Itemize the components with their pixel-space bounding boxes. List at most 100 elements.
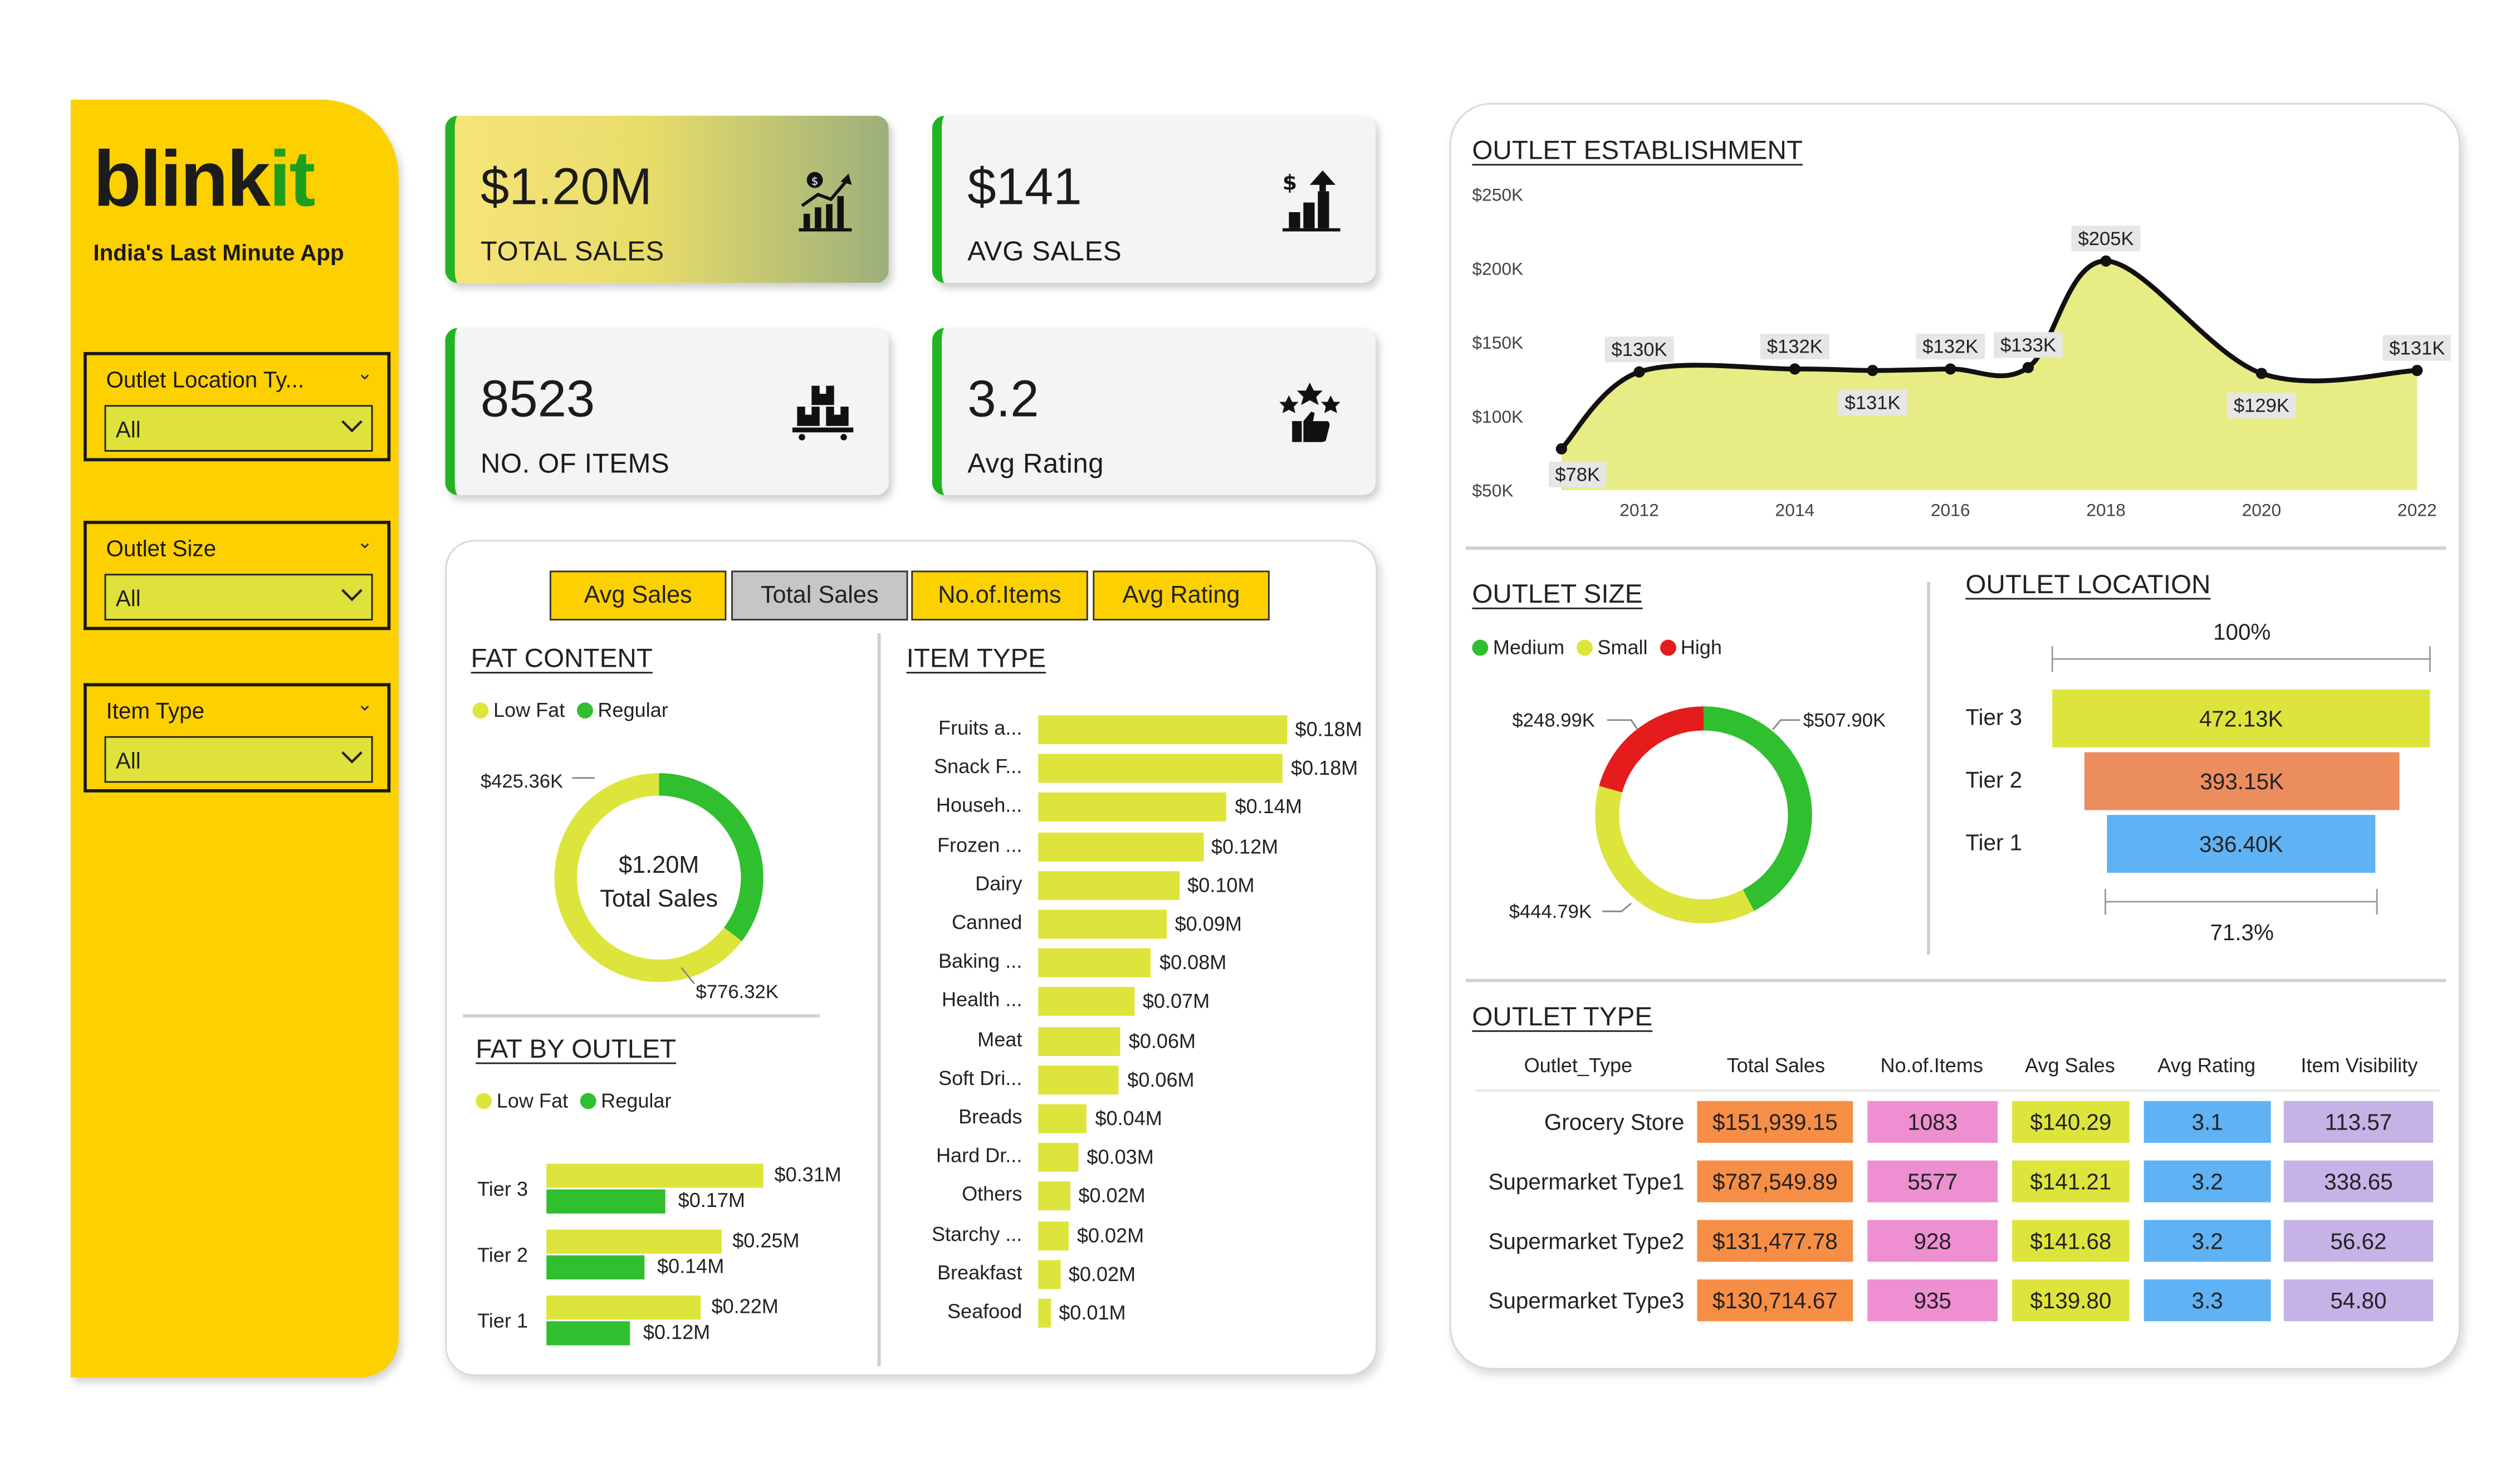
data-label-bg xyxy=(2227,393,2296,419)
funnel-bracket-top xyxy=(2051,646,2431,672)
item-type-bar xyxy=(1038,715,1288,745)
kpi-value: 8523 xyxy=(480,369,595,428)
cell-items: 5577 xyxy=(1867,1160,1998,1203)
label-medium: $507.90K xyxy=(1803,708,1886,732)
item-type-label: Dairy xyxy=(975,872,1022,895)
cell-total-sales: $130,714.67 xyxy=(1697,1279,1853,1322)
tab-avg-rating[interactable]: Avg Rating xyxy=(1093,570,1270,620)
filter-value: All xyxy=(115,747,141,774)
bar-value: $0.02M xyxy=(1078,1185,1146,1208)
cell-avg-sales: $139.80 xyxy=(2012,1279,2130,1322)
data-label-bg xyxy=(1838,389,1907,416)
bar-value: $0.17M xyxy=(678,1189,745,1212)
chevron-down-icon[interactable]: ⌄ xyxy=(356,530,373,553)
kpi-label: AVG SALES xyxy=(967,236,1122,267)
label-regular: $425.36K xyxy=(480,770,564,793)
table-header: Outlet_Type Total Sales No.of.Items Avg … xyxy=(1475,1042,2439,1093)
tier-label: Tier 3 xyxy=(477,1178,528,1201)
donut-slice-regular xyxy=(554,773,764,983)
filter-item-type[interactable]: Item Type ⌄ All xyxy=(84,683,391,793)
cell-items: 928 xyxy=(1867,1220,1998,1262)
item-type-bar xyxy=(1038,1065,1119,1094)
item-type-bar xyxy=(1038,1182,1070,1211)
bar-value: $0.12M xyxy=(1211,835,1279,858)
data-label-bg xyxy=(1548,461,1607,488)
series-line xyxy=(1559,258,2418,451)
column-header: Item Visibility xyxy=(2301,1054,2418,1077)
cell-avg-rating: 3.3 xyxy=(2144,1279,2271,1322)
bar-regular xyxy=(546,1321,630,1346)
item-type-bar xyxy=(1038,1143,1079,1172)
donut-center-value: $1.20M xyxy=(618,852,699,879)
blinkit-logo: blinkit xyxy=(93,136,315,224)
cell-avg-sales: $141.68 xyxy=(2012,1220,2130,1262)
data-label-bg xyxy=(1604,336,1674,363)
data-point xyxy=(2100,255,2112,267)
funnel-tier-label: Tier 2 xyxy=(1965,766,2023,793)
item-type-label: Fruits a... xyxy=(938,717,1022,740)
filter-dropdown[interactable]: All xyxy=(104,736,373,783)
item-type-label: Others xyxy=(962,1184,1022,1206)
bar-value: $0.02M xyxy=(1076,1224,1144,1247)
chevron-down-icon xyxy=(341,589,363,602)
filter-dropdown[interactable]: All xyxy=(104,574,373,620)
data-label: $131K xyxy=(2389,338,2445,359)
row-outlet-type: Supermarket Type2 xyxy=(1488,1228,1685,1254)
x-tick-label: 2012 xyxy=(1619,500,1659,520)
filter-outlet-location[interactable]: Outlet Location Ty... ⌄ All xyxy=(84,351,391,462)
kpi-value: $1.20M xyxy=(480,157,652,216)
kpi-value: 3.2 xyxy=(967,369,1039,428)
filter-dropdown[interactable]: All xyxy=(104,405,373,452)
bar-value: $0.12M xyxy=(643,1321,711,1344)
filter-value: All xyxy=(115,585,141,611)
item-type-label: Breads xyxy=(958,1106,1022,1128)
y-tick-label: $100K xyxy=(1472,407,1523,427)
funnel-top-pct: 100% xyxy=(2213,619,2271,645)
label-high: $248.99K xyxy=(1512,708,1595,732)
kpi-label: Avg Rating xyxy=(967,448,1104,479)
y-tick-label: $200K xyxy=(1472,258,1523,278)
filter-label: Item Type xyxy=(106,697,205,724)
label-low-fat: $776.32K xyxy=(696,980,779,1003)
item-type-bar xyxy=(1038,1221,1069,1250)
fat-content-legend: Low Fat Regular xyxy=(472,699,668,722)
funnel-bar-tier3: 472.13K xyxy=(2052,690,2430,747)
item-type-label: Canned xyxy=(951,911,1022,934)
column-header: No.of.Items xyxy=(1880,1054,1983,1077)
divider xyxy=(1465,546,2446,550)
tab-items[interactable]: No.of.Items xyxy=(911,570,1088,620)
fat-by-outlet-title: FAT BY OUTLET xyxy=(476,1035,677,1064)
column-header: Avg Rating xyxy=(2157,1054,2256,1077)
funnel-bracket-bottom xyxy=(2104,888,2378,915)
column-header: Total Sales xyxy=(1726,1054,1826,1077)
chevron-down-icon[interactable]: ⌄ xyxy=(356,692,373,716)
tab-total-sales[interactable]: Total Sales xyxy=(731,570,908,620)
fat-by-outlet-legend: Low Fat Regular xyxy=(476,1090,671,1112)
item-type-title: ITEM TYPE xyxy=(906,644,1046,674)
bar-regular xyxy=(546,1189,666,1214)
bar-value: $0.08M xyxy=(1159,951,1227,975)
data-label-bg xyxy=(1993,332,2063,358)
legend-regular: Regular xyxy=(598,699,668,722)
legend-regular: Regular xyxy=(601,1089,672,1112)
kpi-total-sales: $1.20M TOTAL SALES $ xyxy=(445,115,889,283)
item-type-bar xyxy=(1038,871,1180,900)
kpi-avg-sales: $141 AVG SALES $ xyxy=(932,115,1376,283)
cell-visibility: 338.65 xyxy=(2283,1160,2434,1203)
funnel-tier-label: Tier 3 xyxy=(1965,703,2023,730)
tier-label: Tier 1 xyxy=(477,1309,528,1333)
bar-value: $0.18M xyxy=(1295,718,1362,741)
filter-value: All xyxy=(115,416,141,442)
divider xyxy=(463,1014,820,1018)
data-point xyxy=(1867,365,1878,377)
chevron-down-icon xyxy=(341,420,363,433)
chevron-down-icon[interactable]: ⌄ xyxy=(356,361,373,384)
kpi-rating: 3.2 Avg Rating xyxy=(932,328,1376,495)
svg-text:$: $ xyxy=(1283,170,1297,195)
tab-avg-sales[interactable]: Avg Sales xyxy=(549,570,727,620)
filter-outlet-size[interactable]: Outlet Size ⌄ All xyxy=(84,520,391,631)
row-outlet-type: Supermarket Type1 xyxy=(1488,1168,1685,1195)
funnel-tier-label: Tier 1 xyxy=(1965,829,2023,856)
item-type-bar xyxy=(1038,832,1203,861)
data-label-bg xyxy=(2382,335,2451,361)
